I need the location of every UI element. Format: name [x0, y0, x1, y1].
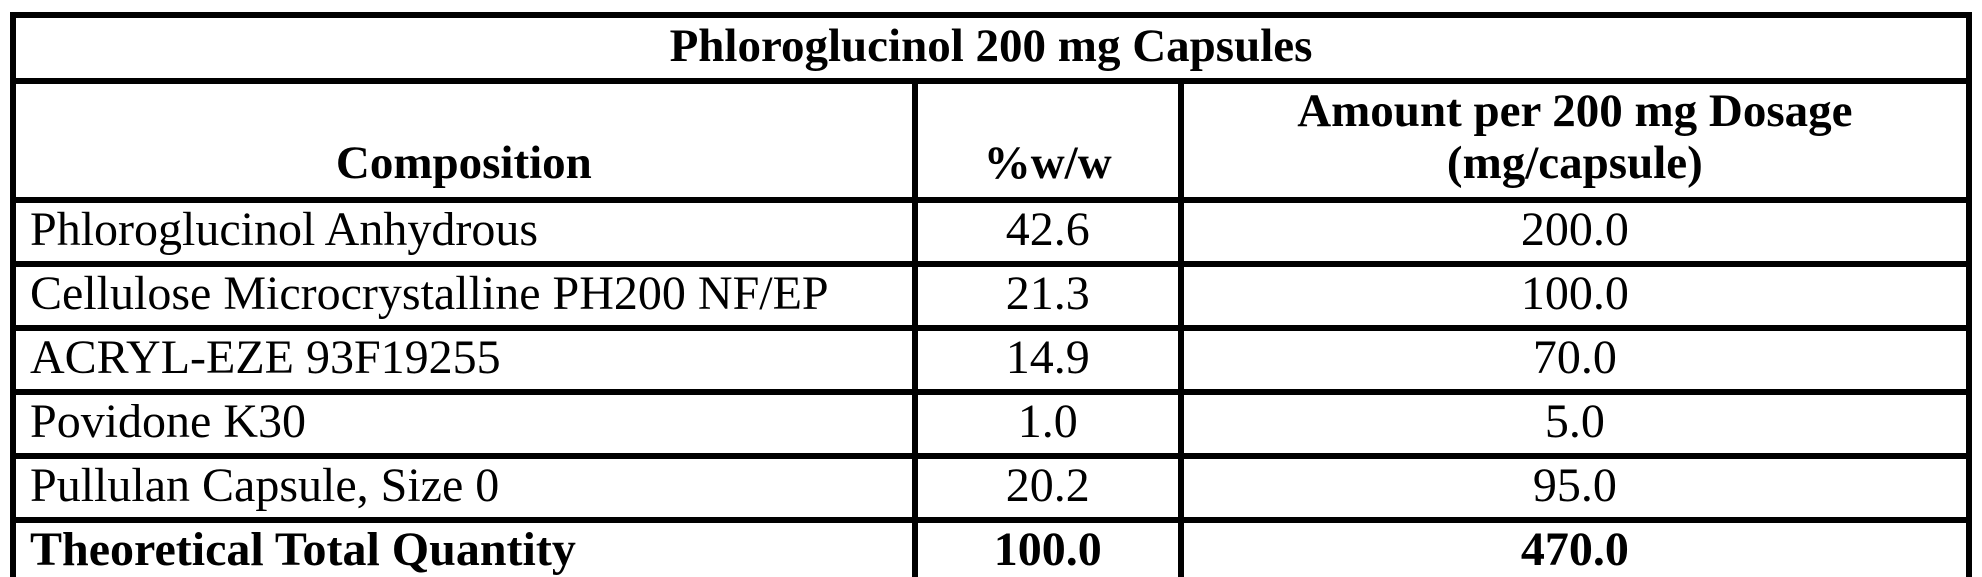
column-header-amount-line2: (mg/capsule)	[1446, 137, 1703, 190]
column-header-amount-line1: Amount per 200 mg Dosage	[1297, 84, 1853, 137]
pct-ww-cell: 21.3	[911, 261, 1184, 331]
table-row: ACRYL-EZE 93F19255 14.9 70.0	[10, 325, 1973, 395]
composition-cell: Phloroglucinol Anhydrous	[10, 197, 918, 267]
table-row: Cellulose Microcrystalline PH200 NF/EP 2…	[10, 261, 1973, 331]
total-row: Theoretical Total Quantity 100.0 470.0	[10, 517, 1973, 577]
column-header-pct-ww: %w/w	[911, 78, 1184, 203]
pct-ww-cell: 1.0	[911, 389, 1184, 459]
composition-cell: Pullulan Capsule, Size 0	[10, 453, 918, 523]
column-header-amount: Amount per 200 mg Dosage (mg/capsule)	[1177, 78, 1973, 203]
table-title: Phloroglucinol 200 mg Capsules	[10, 12, 1972, 84]
amount-cell: 200.0	[1177, 197, 1973, 267]
pct-ww-cell: 42.6	[911, 197, 1184, 267]
header-row: Composition %w/w Amount per 200 mg Dosag…	[10, 78, 1973, 203]
composition-cell: Cellulose Microcrystalline PH200 NF/EP	[10, 261, 918, 331]
pct-ww-cell: 20.2	[911, 453, 1184, 523]
table-row: Povidone K30 1.0 5.0	[10, 389, 1973, 459]
table-row: Pullulan Capsule, Size 0 20.2 95.0	[10, 453, 1973, 523]
title-row: Phloroglucinol 200 mg Capsules	[10, 12, 1972, 84]
total-amount-cell: 470.0	[1177, 517, 1973, 577]
total-label-cell: Theoretical Total Quantity	[10, 517, 918, 577]
column-header-composition: Composition	[10, 78, 918, 203]
amount-cell: 70.0	[1177, 325, 1973, 395]
pct-ww-cell: 14.9	[911, 325, 1184, 395]
composition-cell: Povidone K30	[10, 389, 918, 459]
amount-cell: 100.0	[1177, 261, 1973, 331]
amount-cell: 5.0	[1177, 389, 1973, 459]
composition-table: Phloroglucinol 200 mg Capsules Compositi…	[10, 12, 1973, 577]
composition-cell: ACRYL-EZE 93F19255	[10, 325, 918, 395]
amount-cell: 95.0	[1177, 453, 1973, 523]
table-row: Phloroglucinol Anhydrous 42.6 200.0	[10, 197, 1973, 267]
total-pct-ww-cell: 100.0	[911, 517, 1184, 577]
